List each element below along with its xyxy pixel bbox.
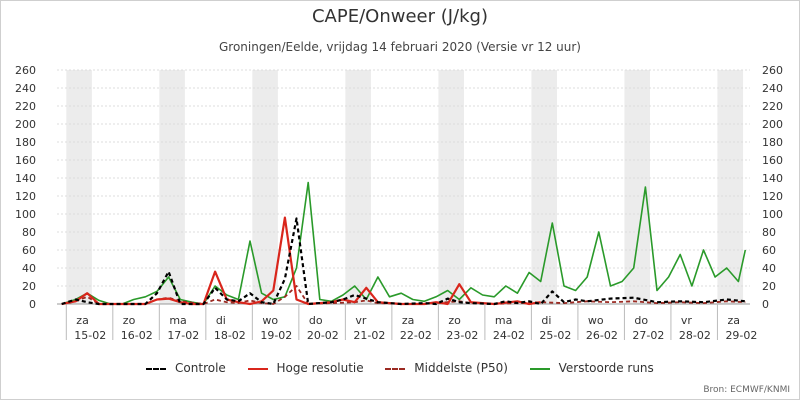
- x-weekday-label: do: [634, 314, 648, 327]
- x-weekday-label: wo: [262, 314, 278, 327]
- legend-swatch-hoge-resolutie: [247, 367, 268, 370]
- day-band-15-02: [66, 70, 92, 304]
- legend-item-controle[interactable]: Controle: [146, 361, 226, 375]
- x-weekday-label: vr: [355, 314, 367, 327]
- legend-label-hoge-resolutie: Hoge resolutie: [276, 361, 364, 375]
- x-weekday-label: zo: [123, 314, 136, 327]
- y-tick-left-0: 0: [29, 298, 36, 311]
- chart-title: CAPE/Onweer (J/kg): [311, 6, 488, 27]
- legend-item-verstoorde[interactable]: Verstoorde runs: [529, 361, 654, 375]
- x-date-label: 25-02: [539, 329, 571, 342]
- y-tick-left-60: 60: [22, 244, 36, 257]
- y-tick-right-220: 220: [762, 100, 783, 113]
- series-line-hoge-resolutie: [61, 216, 541, 306]
- legend-label-middelste: Middelste (P50): [414, 361, 508, 375]
- x-date-label: 26-02: [586, 329, 618, 342]
- series-line-verstoorde: [61, 181, 747, 305]
- legend: Controle Hoge resolutie Middelste (P50) …: [0, 361, 800, 375]
- chart-subtitle: Groningen/Eelde, vrijdag 14 februari 202…: [219, 40, 581, 54]
- y-tick-right-120: 120: [762, 190, 783, 203]
- x-weekday-label: vr: [681, 314, 693, 327]
- x-axis: za 15-02 zo 16-02 ma 17-02 di 18-02 wo 19-02 do 20-…: [57, 303, 757, 342]
- x-date-label: 19-02: [260, 329, 292, 342]
- x-weekday-label: di: [541, 314, 551, 327]
- x-date-label: 28-02: [679, 329, 711, 342]
- y-tick-right-100: 100: [762, 208, 783, 221]
- y-tick-right-80: 80: [762, 226, 776, 239]
- legend-swatch-verstoorde: [529, 367, 550, 370]
- x-weekday-label: ma: [169, 314, 186, 327]
- day-band-29-02: [717, 70, 744, 304]
- y-axis-right: 0 20 40 60 80 100 120 140 160 180 200 220 240 260: [762, 64, 783, 311]
- legend-swatch-middelste: [385, 367, 406, 370]
- y-tick-right-160: 160: [762, 154, 783, 167]
- x-weekday-label: ma: [495, 314, 512, 327]
- y-tick-right-200: 200: [762, 118, 783, 131]
- weekend-bands: [66, 70, 744, 304]
- y-tick-right-0: 0: [762, 298, 769, 311]
- day-band-17-02: [159, 70, 185, 304]
- y-tick-left-140: 140: [15, 172, 36, 185]
- x-date-label: 18-02: [214, 329, 246, 342]
- x-date-label: 20-02: [307, 329, 339, 342]
- day-band-21-02: [345, 70, 371, 304]
- x-weekday-label: do: [309, 314, 323, 327]
- y-tick-right-240: 240: [762, 82, 783, 95]
- source-note: Bron: ECMWF/KNMI: [703, 385, 790, 395]
- y-tick-right-40: 40: [762, 262, 776, 275]
- y-tick-right-60: 60: [762, 244, 776, 257]
- legend-swatch-controle: [146, 367, 167, 370]
- x-date-label: 22-02: [400, 329, 432, 342]
- y-tick-left-240: 240: [15, 82, 36, 95]
- y-tick-left-80: 80: [22, 226, 36, 239]
- x-weekday-label: di: [216, 314, 226, 327]
- x-date-label: 29-02: [725, 329, 757, 342]
- series-layer: [61, 181, 747, 306]
- day-band-19-02: [252, 70, 278, 304]
- legend-label-controle: Controle: [175, 361, 226, 375]
- y-tick-left-200: 200: [15, 118, 36, 131]
- y-tick-right-180: 180: [762, 136, 783, 149]
- x-weekday-label: za: [402, 314, 415, 327]
- x-weekday-label: zo: [448, 314, 461, 327]
- y-tick-left-20: 20: [22, 280, 36, 293]
- x-weekday-label: za: [727, 314, 740, 327]
- x-date-label: 21-02: [353, 329, 385, 342]
- series-line-controle: [61, 217, 746, 306]
- legend-item-middelste[interactable]: Middelste (P50): [385, 361, 508, 375]
- y-tick-left-220: 220: [15, 100, 36, 113]
- y-tick-right-260: 260: [762, 64, 783, 77]
- x-date-label: 27-02: [632, 329, 664, 342]
- x-date-label: 16-02: [121, 329, 153, 342]
- y-tick-right-20: 20: [762, 280, 776, 293]
- y-tick-left-180: 180: [15, 136, 36, 149]
- legend-item-hoge-resolutie[interactable]: Hoge resolutie: [247, 361, 364, 375]
- x-date-label: 23-02: [446, 329, 478, 342]
- x-date-label: 24-02: [493, 329, 525, 342]
- day-band-23-02: [438, 70, 464, 304]
- x-date-label: 17-02: [167, 329, 199, 342]
- day-band-25-02: [531, 70, 557, 304]
- x-weekday-label: wo: [588, 314, 604, 327]
- y-tick-right-140: 140: [762, 172, 783, 185]
- y-tick-left-260: 260: [15, 64, 36, 77]
- legend-label-verstoorde: Verstoorde runs: [558, 361, 654, 375]
- gridlines: [57, 69, 750, 305]
- y-tick-left-160: 160: [15, 154, 36, 167]
- y-axis-left: 0 20 40 60 80 100 120 140 160 180 200 220 240 260: [15, 64, 36, 311]
- x-date-label: 15-02: [74, 329, 106, 342]
- x-weekday-label: za: [76, 314, 89, 327]
- y-tick-left-120: 120: [15, 190, 36, 203]
- y-tick-left-40: 40: [22, 262, 36, 275]
- y-tick-left-100: 100: [15, 208, 36, 221]
